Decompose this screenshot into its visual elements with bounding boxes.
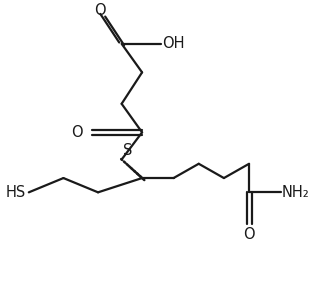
Text: O: O: [94, 3, 105, 18]
Text: OH: OH: [163, 36, 185, 51]
Text: O: O: [71, 125, 82, 140]
Text: S: S: [123, 143, 133, 158]
Text: O: O: [243, 226, 255, 242]
Text: NH₂: NH₂: [282, 185, 310, 200]
Text: HS: HS: [5, 185, 26, 200]
